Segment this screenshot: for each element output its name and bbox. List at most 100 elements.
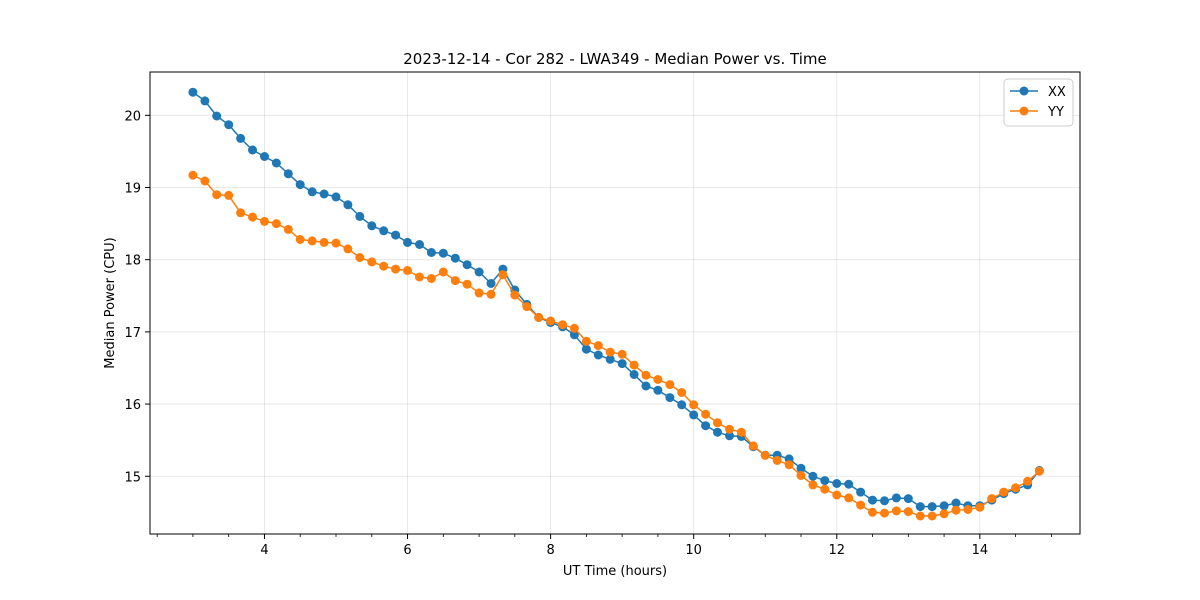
data-point-yy — [927, 511, 937, 521]
data-point-yy — [236, 208, 246, 218]
data-point-yy — [653, 375, 663, 384]
data-point-yy — [617, 349, 627, 359]
data-point-yy — [856, 500, 866, 510]
data-point-yy — [951, 505, 961, 515]
data-point-xx — [236, 133, 246, 143]
data-point-yy — [820, 484, 830, 494]
data-point-yy — [379, 261, 389, 271]
x-tick-label: 12 — [828, 543, 845, 558]
data-point-yy — [426, 274, 436, 283]
data-point-xx — [808, 471, 818, 481]
series-yy — [188, 170, 1044, 521]
data-point-yy — [224, 190, 234, 200]
data-point-xx — [844, 479, 854, 489]
data-point-xx — [367, 221, 377, 231]
data-point-xx — [486, 279, 496, 288]
data-point-xx — [677, 400, 687, 410]
data-point-xx — [641, 381, 651, 391]
legend-item-xx: XX — [1010, 85, 1066, 100]
data-point-xx — [820, 476, 830, 486]
data-point-yy — [999, 487, 1009, 497]
data-point-xx — [283, 169, 293, 179]
data-point-yy — [307, 236, 317, 246]
data-point-xx — [701, 421, 711, 431]
data-point-xx — [689, 410, 699, 420]
data-point-xx — [617, 359, 627, 369]
data-point-xx — [391, 230, 401, 240]
series-layer — [188, 87, 1044, 521]
data-point-xx — [438, 248, 448, 258]
data-point-yy — [713, 418, 722, 428]
data-point-xx — [605, 354, 615, 364]
data-point-yy — [367, 257, 377, 267]
data-point-xx — [653, 385, 663, 395]
data-point-yy — [975, 502, 985, 512]
data-point-yy — [725, 424, 734, 434]
data-point-yy — [295, 235, 305, 244]
data-point-yy — [808, 480, 818, 490]
y-tick-label: 15 — [124, 470, 141, 485]
y-tick-label: 20 — [124, 109, 141, 124]
data-point-yy — [331, 238, 341, 248]
data-point-yy — [271, 219, 281, 229]
y-tick-label: 17 — [124, 326, 141, 341]
y-axis-label: Median Power (CPU) — [103, 237, 118, 368]
grid — [150, 72, 1080, 534]
x-tick-label: 14 — [972, 543, 989, 558]
data-point-yy — [844, 493, 854, 503]
y-tick-label: 16 — [124, 398, 141, 413]
plot-frame — [149, 71, 1081, 535]
x-axis-label: UT Time (hours) — [563, 564, 667, 579]
data-point-yy — [415, 272, 424, 282]
data-point-yy — [474, 288, 484, 298]
data-point-yy — [534, 312, 544, 322]
legend-marker-yy — [1019, 106, 1029, 116]
legend-item-yy: YY — [1010, 105, 1064, 120]
data-point-yy — [903, 507, 913, 517]
data-point-yy — [200, 176, 210, 186]
data-point-yy — [891, 506, 901, 516]
data-point-yy — [498, 270, 508, 280]
x-tick-label: 4 — [260, 543, 268, 558]
data-point-xx — [915, 502, 925, 512]
data-point-xx — [593, 350, 603, 360]
data-point-yy — [593, 341, 603, 351]
data-point-yy — [438, 267, 448, 277]
data-point-xx — [379, 226, 389, 236]
ticks: 4 6 8 10 12 14 15 16 17 18 19 20 — [124, 109, 1052, 558]
data-point-yy — [450, 276, 460, 286]
legend-marker-xx — [1019, 86, 1029, 96]
data-point-yy — [772, 455, 782, 465]
data-point-yy — [558, 320, 568, 330]
data-point-xx — [903, 494, 913, 504]
data-point-xx — [426, 248, 436, 257]
data-point-xx — [331, 192, 341, 202]
data-point-xx — [832, 479, 842, 488]
legend-label-xx: XX — [1048, 85, 1066, 100]
data-point-xx — [200, 96, 210, 106]
data-point-xx — [188, 87, 198, 97]
data-point-xx — [581, 344, 591, 354]
x-tick-label: 10 — [685, 543, 702, 558]
data-point-xx — [713, 427, 722, 437]
data-point-xx — [415, 240, 424, 249]
x-tick-label: 8 — [546, 543, 554, 558]
data-point-yy — [784, 460, 794, 470]
x-tick-label: 6 — [403, 543, 411, 558]
data-point-xx — [295, 180, 305, 190]
data-point-yy — [963, 505, 973, 514]
data-point-yy — [748, 441, 758, 451]
data-point-yy — [248, 212, 257, 222]
data-point-xx — [474, 267, 484, 277]
data-point-yy — [987, 494, 997, 504]
data-point-yy — [546, 316, 556, 326]
data-point-xx — [665, 393, 675, 403]
data-point-yy — [260, 216, 269, 226]
data-point-yy — [689, 400, 699, 410]
data-point-xx — [796, 463, 806, 473]
data-point-xx — [868, 495, 877, 505]
data-point-yy — [462, 279, 472, 289]
data-point-xx — [260, 152, 269, 161]
